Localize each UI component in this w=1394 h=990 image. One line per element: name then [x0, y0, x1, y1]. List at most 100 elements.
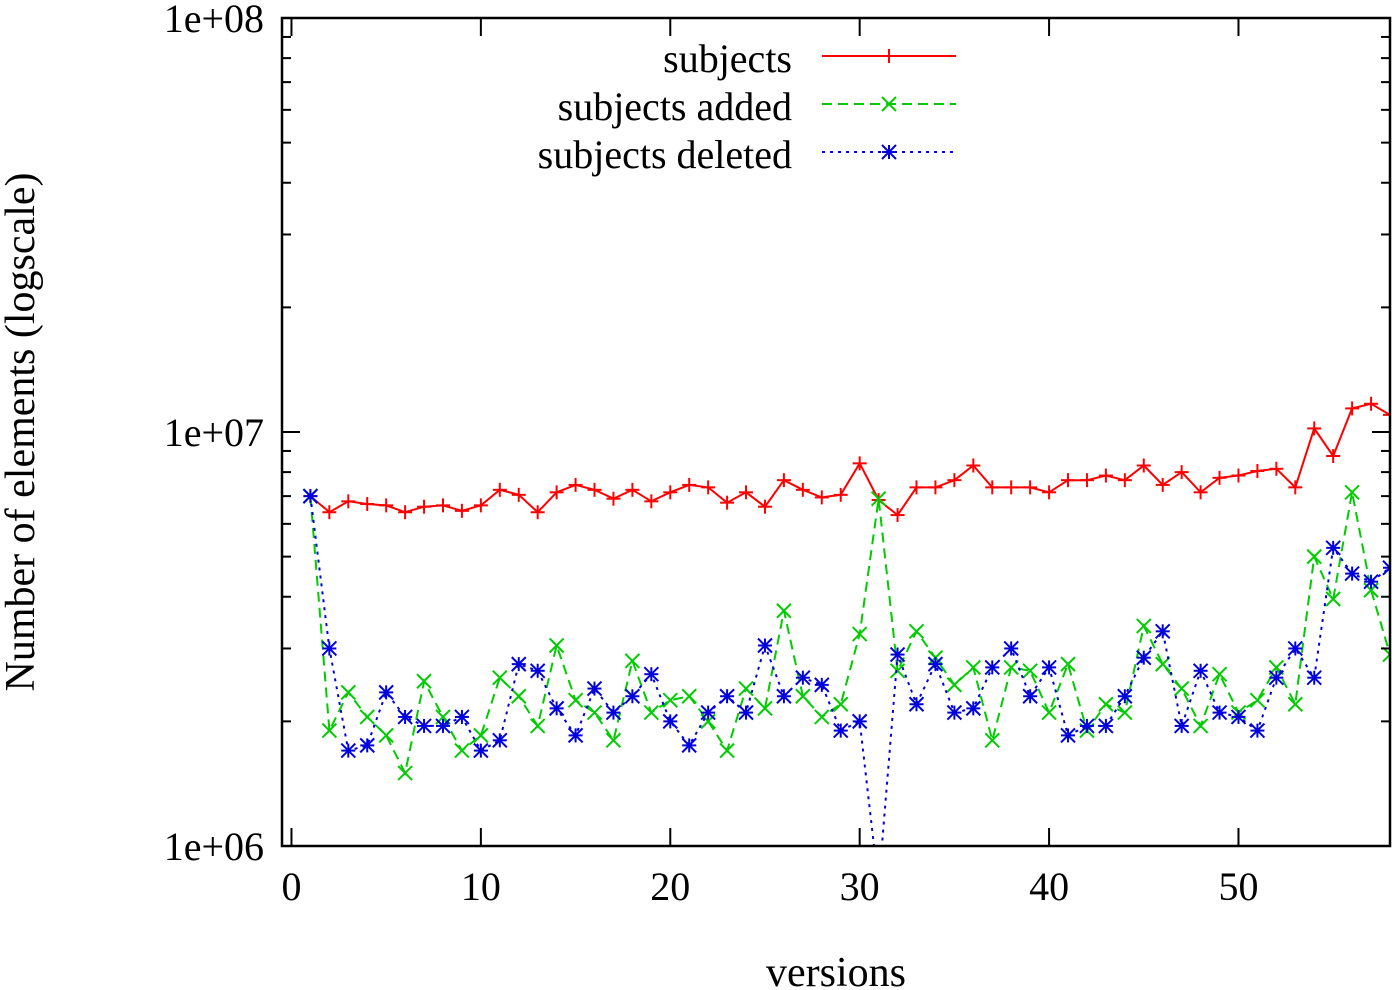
data-point-subjects-added — [795, 688, 811, 704]
data-point-subjects-deleted — [340, 742, 356, 759]
data-point-subjects-added — [662, 692, 678, 708]
data-point-subjects-added — [1325, 591, 1341, 607]
data-point-subjects-added — [889, 663, 906, 679]
data-point-subjects — [776, 473, 791, 488]
data-point-subjects — [1155, 477, 1170, 492]
data-point-subjects-added — [908, 623, 925, 640]
data-point-subjects-added — [1041, 704, 1057, 721]
data-point-subjects-deleted — [1363, 573, 1379, 590]
data-point-subjects-added — [1117, 704, 1133, 721]
data-point-subjects-added — [719, 742, 735, 759]
data-point-subjects-added — [1287, 696, 1304, 712]
data-point-subjects-deleted — [1287, 640, 1304, 657]
data-point-subjects-deleted — [1117, 688, 1133, 704]
data-point-subjects-deleted — [927, 656, 944, 672]
legend-marker-subjects — [882, 49, 896, 63]
data-point-subjects-added — [851, 626, 868, 642]
legend-label-subjects: subjects — [663, 36, 792, 81]
data-point-subjects — [398, 505, 413, 520]
data-point-subjects — [454, 503, 469, 518]
legend-samples — [822, 49, 956, 160]
data-point-subjects — [360, 497, 375, 512]
data-point-subjects-added — [397, 765, 413, 781]
data-point-subjects — [947, 473, 962, 488]
data-point-subjects-added — [378, 727, 394, 744]
data-point-subjects-added — [757, 700, 773, 717]
data-point-subjects — [1042, 485, 1057, 500]
data-point-subjects-deleted — [757, 637, 773, 654]
data-point-subjects-added — [738, 680, 754, 697]
data-point-subjects — [435, 498, 450, 513]
data-point-subjects — [966, 458, 981, 473]
data-point-subjects-added — [529, 718, 546, 734]
data-point-subjects-added — [1098, 696, 1114, 712]
data-point-subjects — [587, 482, 602, 497]
data-point-subjects-added — [473, 727, 489, 744]
data-point-subjects-deleted — [1306, 669, 1322, 686]
data-point-subjects-added — [870, 491, 887, 507]
data-point-subjects-deleted — [965, 700, 982, 717]
data-point-subjects-deleted — [1060, 727, 1076, 744]
x-tick-label: 20 — [650, 864, 690, 909]
data-point-subjects-deleted — [662, 713, 678, 730]
data-point-subjects — [833, 487, 848, 502]
data-point-subjects-added — [965, 659, 982, 676]
data-point-subjects — [682, 477, 697, 492]
data-point-subjects-added — [1192, 718, 1209, 734]
data-point-subjects — [1364, 396, 1379, 411]
data-point-subjects — [379, 498, 394, 513]
x-axis-title: versions — [766, 950, 906, 990]
series-line-subjects-added — [309, 492, 1390, 777]
data-point-subjects-added — [814, 709, 830, 725]
data-point-subjects — [1345, 401, 1360, 416]
data-point-subjects-deleted — [1268, 669, 1285, 686]
data-point-subjects-deleted — [548, 700, 565, 717]
data-point-subjects — [492, 482, 507, 497]
data-point-subjects — [1250, 464, 1265, 479]
data-point-subjects-added — [833, 696, 849, 712]
data-point-subjects-deleted — [1173, 718, 1190, 734]
data-point-subjects-deleted — [1344, 565, 1360, 582]
series-subjects-deleted — [302, 488, 1390, 846]
data-point-subjects-deleted — [605, 704, 622, 721]
data-point-subjects-added — [1022, 663, 1038, 679]
data-point-subjects-deleted — [643, 666, 660, 682]
data-point-subjects-deleted — [1098, 718, 1114, 734]
data-point-subjects-deleted — [1079, 718, 1095, 734]
data-point-subjects-added — [586, 704, 603, 721]
data-point-subjects-deleted — [567, 727, 584, 744]
data-point-subjects — [1231, 468, 1246, 483]
data-point-subjects — [757, 499, 772, 514]
data-point-subjects-deleted — [1155, 623, 1171, 640]
data-point-subjects — [1004, 480, 1019, 495]
data-point-subjects-deleted — [321, 640, 338, 657]
y-tick-label: 1e+07 — [164, 410, 264, 455]
data-point-subjects-added — [1136, 618, 1152, 634]
data-point-subjects — [1193, 485, 1208, 500]
series-layer — [302, 396, 1390, 846]
data-point-subjects-deleted — [908, 696, 925, 712]
x-tick-label: 0 — [281, 864, 301, 909]
data-point-subjects-added — [1306, 548, 1322, 565]
data-point-subjects-deleted — [359, 737, 375, 754]
data-point-subjects-deleted — [1230, 709, 1247, 725]
y-tick-label: 1e+06 — [164, 824, 264, 869]
data-point-subjects — [568, 477, 583, 492]
data-point-subjects — [322, 505, 337, 520]
data-point-subjects-added — [946, 677, 963, 693]
data-point-subjects-deleted — [1211, 704, 1228, 721]
data-point-subjects-added — [1173, 680, 1190, 697]
data-point-subjects-deleted — [492, 732, 508, 749]
data-point-subjects — [473, 498, 488, 513]
data-point-subjects — [1061, 473, 1076, 488]
data-point-subjects — [814, 490, 829, 505]
data-point-subjects — [909, 480, 924, 495]
data-point-subjects — [739, 485, 754, 500]
data-point-subjects — [1174, 465, 1189, 480]
data-point-subjects-deleted — [681, 737, 697, 754]
data-point-subjects-deleted — [454, 709, 470, 725]
data-point-subjects — [606, 491, 621, 506]
data-point-subjects-added — [1211, 666, 1228, 682]
x-tick-label: 40 — [1029, 864, 1069, 909]
data-point-subjects-deleted — [529, 663, 546, 679]
